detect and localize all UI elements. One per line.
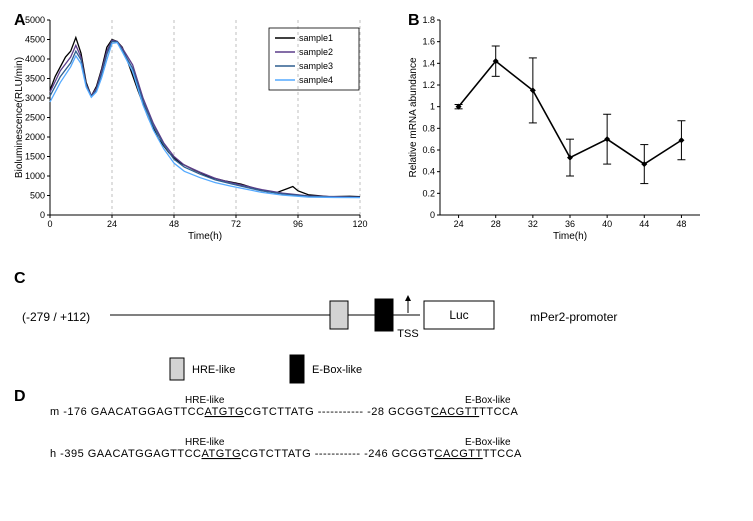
svg-text:5000: 5000: [25, 15, 45, 25]
svg-text:Luc: Luc: [449, 308, 468, 322]
svg-text:h -395 GAACATGGAGTTCCATGTGCGTC: h -395 GAACATGGAGTTCCATGTGCGTCTTATG ----…: [50, 448, 522, 460]
svg-text:sample4: sample4: [299, 75, 333, 85]
svg-text:E-Box-like: E-Box-like: [465, 437, 511, 448]
svg-text:24: 24: [454, 219, 464, 229]
svg-text:0.8: 0.8: [422, 123, 435, 133]
svg-text:sample2: sample2: [299, 47, 333, 57]
svg-text:1.2: 1.2: [422, 80, 435, 90]
svg-text:24: 24: [107, 219, 117, 229]
svg-text:4000: 4000: [25, 54, 45, 64]
panel-c-title-right: mPer2-promoter: [530, 310, 617, 324]
svg-text:E-Box-like: E-Box-like: [465, 395, 511, 406]
charts-svg: 0500100015002000250030003500400045005000…: [10, 10, 743, 511]
svg-text:96: 96: [293, 219, 303, 229]
svg-text:sample3: sample3: [299, 61, 333, 71]
svg-text:40: 40: [602, 219, 612, 229]
figure-container: A B C D 05001000150020002500300035004000…: [10, 10, 743, 511]
svg-text:0: 0: [40, 210, 45, 220]
svg-text:32: 32: [528, 219, 538, 229]
svg-text:2500: 2500: [25, 113, 45, 123]
svg-text:3000: 3000: [25, 93, 45, 103]
svg-text:Relative mRNA abundance: Relative mRNA abundance: [408, 57, 419, 178]
svg-text:Time(h): Time(h): [188, 231, 222, 242]
svg-text:HRE-like: HRE-like: [192, 364, 235, 376]
svg-text:3500: 3500: [25, 74, 45, 84]
svg-text:0.4: 0.4: [422, 167, 435, 177]
svg-text:4500: 4500: [25, 35, 45, 45]
svg-text:m -176 GAACATGGAGTTCCATGTGCGTC: m -176 GAACATGGAGTTCCATGTGCGTCTTATG ----…: [50, 406, 518, 418]
svg-text:E-Box-like: E-Box-like: [312, 364, 362, 376]
svg-text:0: 0: [430, 210, 435, 220]
svg-text:36: 36: [565, 219, 575, 229]
svg-text:28: 28: [491, 219, 501, 229]
svg-text:48: 48: [676, 219, 686, 229]
svg-text:72: 72: [231, 219, 241, 229]
svg-text:1.6: 1.6: [422, 37, 435, 47]
svg-text:120: 120: [352, 219, 367, 229]
svg-text:HRE-like: HRE-like: [185, 437, 225, 448]
svg-text:1000: 1000: [25, 171, 45, 181]
svg-text:Bioluminescence(RLU/min): Bioluminescence(RLU/min): [14, 57, 25, 178]
svg-text:0.2: 0.2: [422, 188, 435, 198]
svg-text:HRE-like: HRE-like: [185, 395, 225, 406]
svg-text:Time(h): Time(h): [553, 231, 587, 242]
svg-text:1: 1: [430, 102, 435, 112]
svg-text:2000: 2000: [25, 132, 45, 142]
svg-text:48: 48: [169, 219, 179, 229]
svg-text:sample1: sample1: [299, 33, 333, 43]
svg-text:500: 500: [30, 191, 45, 201]
svg-text:1.4: 1.4: [422, 58, 435, 68]
panel-c-range: (-279 / +112): [22, 310, 90, 324]
svg-text:1.8: 1.8: [422, 15, 435, 25]
svg-text:TSS: TSS: [397, 328, 418, 340]
svg-text:0.6: 0.6: [422, 145, 435, 155]
svg-text:1500: 1500: [25, 152, 45, 162]
svg-text:44: 44: [639, 219, 649, 229]
svg-text:0: 0: [47, 219, 52, 229]
